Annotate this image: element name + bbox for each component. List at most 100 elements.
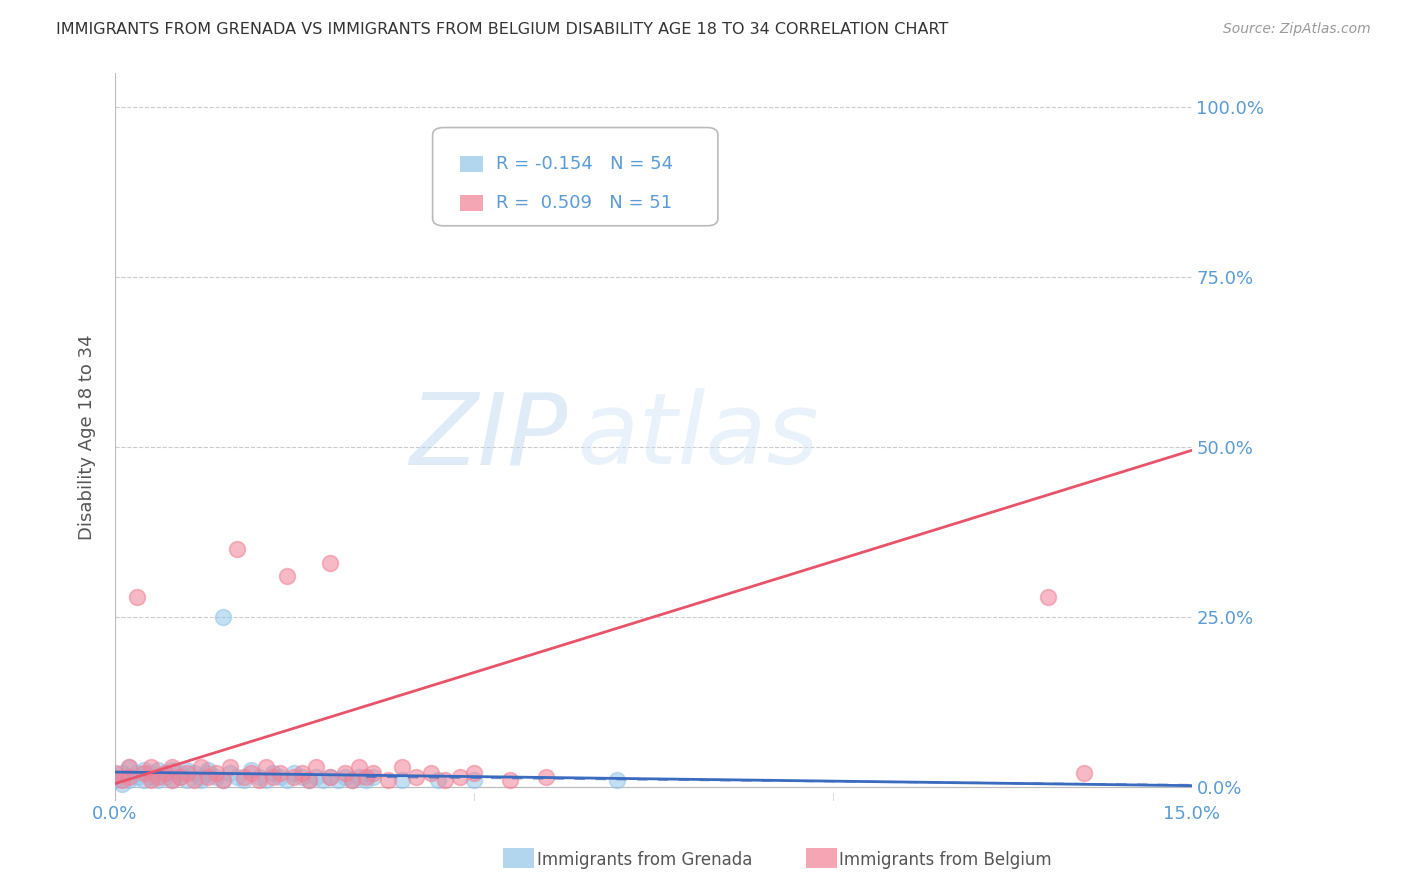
Point	[347, 759, 370, 773]
Point	[139, 759, 162, 773]
Point	[111, 766, 134, 780]
Point	[305, 759, 328, 773]
Point	[326, 773, 349, 788]
Point	[333, 766, 356, 780]
Point	[312, 773, 335, 788]
Point	[190, 759, 212, 773]
Point	[247, 773, 270, 788]
Point	[155, 770, 177, 784]
Point	[190, 773, 212, 788]
Text: R =  0.509   N = 51: R = 0.509 N = 51	[496, 194, 672, 212]
Point	[183, 773, 205, 788]
Text: atlas: atlas	[578, 388, 820, 485]
Point	[240, 763, 263, 777]
Point	[233, 773, 256, 788]
Point	[211, 610, 233, 624]
Point	[125, 766, 148, 780]
Point	[162, 759, 184, 773]
Point	[146, 773, 169, 788]
Point	[169, 770, 191, 784]
Point	[354, 770, 377, 784]
Point	[534, 770, 557, 784]
Point	[155, 766, 177, 780]
Text: R = -0.154   N = 54: R = -0.154 N = 54	[496, 155, 673, 173]
Point	[111, 776, 134, 790]
Point	[204, 766, 226, 780]
Point	[155, 766, 177, 780]
Point	[319, 770, 342, 784]
Point	[262, 766, 284, 780]
Point	[427, 773, 450, 788]
Point	[463, 766, 485, 780]
Point	[226, 541, 249, 556]
Point	[363, 766, 385, 780]
Text: IMMIGRANTS FROM GRENADA VS IMMIGRANTS FROM BELGIUM DISABILITY AGE 18 TO 34 CORRE: IMMIGRANTS FROM GRENADA VS IMMIGRANTS FR…	[56, 22, 949, 37]
Point	[283, 770, 305, 784]
Point	[104, 766, 127, 780]
Point	[125, 590, 148, 604]
Point	[146, 763, 169, 777]
Point	[283, 766, 305, 780]
Point	[449, 770, 471, 784]
Point	[333, 770, 356, 784]
Point	[118, 773, 141, 788]
Point	[139, 773, 162, 788]
Point	[319, 770, 342, 784]
Point	[276, 773, 298, 788]
Point	[571, 181, 593, 195]
Y-axis label: Disability Age 18 to 34: Disability Age 18 to 34	[79, 334, 96, 540]
Text: Source: ZipAtlas.com: Source: ZipAtlas.com	[1223, 22, 1371, 37]
Point	[118, 759, 141, 773]
Point	[139, 770, 162, 784]
Point	[269, 766, 291, 780]
Point	[405, 770, 427, 784]
Point	[118, 759, 141, 773]
Text: ZIP: ZIP	[409, 388, 567, 485]
Point	[377, 773, 399, 788]
Text: Immigrants from Grenada: Immigrants from Grenada	[537, 851, 752, 869]
Point	[146, 770, 169, 784]
Point	[218, 759, 240, 773]
Point	[305, 770, 328, 784]
Point	[254, 759, 277, 773]
Point	[354, 773, 377, 788]
Text: Immigrants from Belgium: Immigrants from Belgium	[839, 851, 1052, 869]
Point	[118, 770, 141, 784]
Point	[269, 770, 291, 784]
Point	[132, 766, 155, 780]
Point	[240, 766, 263, 780]
FancyBboxPatch shape	[433, 128, 718, 226]
Point	[204, 770, 226, 784]
Point	[233, 770, 256, 784]
Point	[499, 773, 522, 788]
Point	[347, 770, 370, 784]
Point	[211, 773, 233, 788]
Point	[363, 770, 385, 784]
Point	[176, 763, 198, 777]
Point	[276, 569, 298, 583]
Point	[197, 766, 219, 780]
Point	[291, 766, 314, 780]
Point	[183, 766, 205, 780]
Point	[391, 773, 413, 788]
Point	[1036, 590, 1059, 604]
Point	[176, 766, 198, 780]
Point	[606, 773, 628, 788]
Bar	[460, 195, 484, 211]
Point	[111, 773, 134, 788]
Point	[162, 773, 184, 788]
Point	[104, 773, 127, 788]
Point	[218, 766, 240, 780]
Point	[197, 763, 219, 777]
Point	[169, 766, 191, 780]
Point	[125, 770, 148, 784]
Point	[254, 773, 277, 788]
Point	[391, 759, 413, 773]
Bar	[460, 156, 484, 172]
Point	[132, 773, 155, 788]
Point	[139, 766, 162, 780]
Point	[132, 763, 155, 777]
Point	[176, 773, 198, 788]
Point	[463, 773, 485, 788]
Point	[291, 770, 314, 784]
